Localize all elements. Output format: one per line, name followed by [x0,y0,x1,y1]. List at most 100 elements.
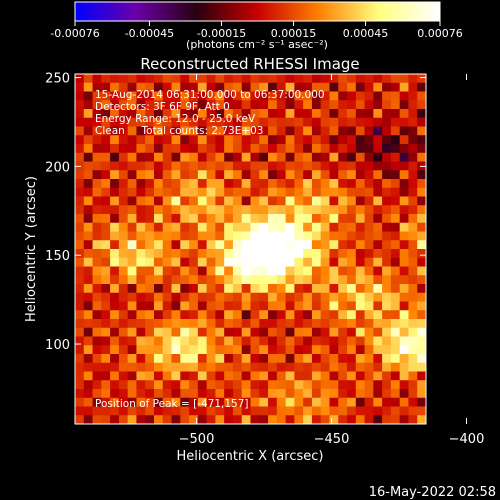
heatmap-cell [399,187,410,198]
heatmap-cell [145,275,155,285]
heatmap-cell [153,389,164,399]
heatmap-cell [347,266,357,276]
heatmap-cell [241,266,252,276]
heatmap-cell [224,301,234,311]
heatmap-cell [382,371,392,381]
heatmap-cell [390,126,401,136]
heatmap-cell [162,354,173,364]
heatmap-cell [92,292,102,303]
heatmap-cell [83,362,94,373]
heatmap-cell [224,336,234,346]
heatmap-cell [250,135,260,145]
heatmap-cell [241,240,252,250]
heatmap-cell [162,152,173,163]
heatmap-cell [206,275,216,285]
heatmap-cell [136,266,146,276]
heatmap-cell [180,135,190,145]
heatmap-cell [294,205,304,215]
heatmap-cell [311,117,322,128]
heatmap-cell [408,275,418,285]
heatmap-cell [224,275,234,285]
heatmap-cell [373,152,383,163]
heatmap-cell [268,82,278,93]
heatmap-cell [364,345,374,355]
heatmap-cell [136,240,146,250]
heatmap-cell [311,301,322,311]
heatmap-cell [197,354,208,364]
heatmap-cell [118,371,129,381]
heatmap-cell [224,354,234,364]
heatmap-cell [171,117,181,128]
colorbar-tick-label: -0.00076 [50,27,99,40]
heatmap-cell [311,354,322,364]
heatmap-cell [285,371,295,381]
heatmap-cell [241,362,252,373]
heatmap-cell [347,144,357,154]
heatmap-cell [197,406,208,416]
heatmap-cell [145,187,155,198]
heatmap-cell [417,170,426,180]
heatmap-cell [215,249,225,259]
heatmap-cell [118,380,129,390]
heatmap-cell [136,292,146,303]
heatmap-cell [75,100,85,110]
heatmap-cell [347,397,357,408]
heatmap-cell [382,82,392,93]
heatmap-cell [215,170,225,180]
heatmap-cell [92,152,102,163]
heatmap-cell [232,284,243,294]
heatmap-cell [382,222,392,233]
heatmap-cell [347,126,357,136]
heatmap-cell [75,187,85,198]
heatmap-cell [101,389,111,399]
heatmap-cell [329,135,339,145]
heatmap-cell [145,240,155,250]
heatmap-cell [285,310,295,320]
heatmap-cell [92,214,102,224]
heatmap-cell [92,327,102,338]
heatmap-cell [329,240,339,250]
heatmap-cell [224,144,234,154]
heatmap-cell [338,310,348,320]
heatmap-cell [259,82,269,93]
heatmap-cell [390,117,401,128]
heatmap-cell [364,170,374,180]
heatmap-cell [232,301,243,311]
heatmap-cell [364,187,374,198]
heatmap-cell [92,284,102,294]
heatmap-cell [390,371,401,381]
heatmap-cell [382,144,392,154]
heatmap-cell [285,214,295,224]
heatmap-cell [303,205,313,215]
heatmap-cell [180,205,190,215]
heatmap-cell [241,397,252,408]
heatmap-cell [136,231,146,241]
heatmap-cell [189,161,199,171]
heatmap-cell [276,284,287,294]
heatmap-cell [364,117,374,128]
heatmap-cell [127,161,138,171]
heatmap-cell [276,161,287,171]
heatmap-cell [101,380,111,390]
heatmap-cell [320,144,331,154]
heatmap-cell [329,310,339,320]
heatmap-cell [329,275,339,285]
heatmap-cell [268,205,278,215]
heatmap-cell [241,345,252,355]
heatmap-cell [189,249,199,259]
heatmap-cell [83,117,94,128]
heatmap-cell [75,231,85,241]
heatmap-cell [232,336,243,346]
heatmap-cell [171,336,181,346]
heatmap-cell [110,345,120,355]
heatmap-cell [373,336,383,346]
heatmap-cell [399,240,410,250]
heatmap-cell [118,109,129,119]
heatmap-cell [83,310,94,320]
heatmap-cell [171,109,181,119]
heatmap-cell [206,196,216,206]
heatmap-cell [268,126,278,136]
heatmap-cell [364,74,374,84]
heatmap-cell [92,82,102,93]
heatmap-cell [338,275,348,285]
